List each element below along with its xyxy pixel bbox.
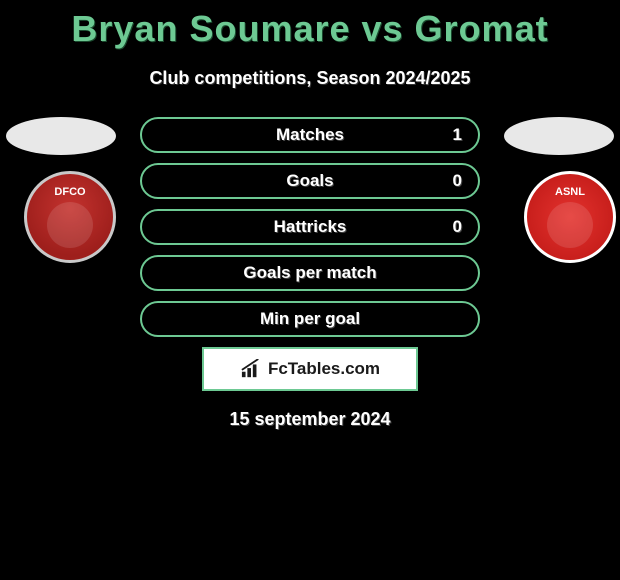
stat-value-right: 1 bbox=[453, 125, 462, 145]
player-avatar-right bbox=[504, 117, 614, 155]
club-emblem-left bbox=[47, 202, 93, 248]
stat-row-gpm: Goals per match bbox=[140, 255, 480, 291]
brand-box[interactable]: FcTables.com bbox=[202, 347, 418, 391]
stat-rows: Matches 1 Goals 0 Hattricks 0 Goals per … bbox=[140, 117, 480, 337]
brand-name: FcTables.com bbox=[268, 359, 380, 379]
stat-value-right: 0 bbox=[453, 217, 462, 237]
stat-row-mpg: Min per goal bbox=[140, 301, 480, 337]
stat-label: Matches bbox=[276, 125, 344, 145]
subtitle: Club competitions, Season 2024/2025 bbox=[0, 68, 620, 89]
stat-row-goals: Goals 0 bbox=[140, 163, 480, 199]
club-abbr-left: DFCO bbox=[54, 187, 85, 198]
club-badge-left: DFCO bbox=[24, 171, 116, 263]
club-badge-right: ASNL bbox=[524, 171, 616, 263]
chart-icon bbox=[240, 359, 262, 379]
page-title: Bryan Soumare vs Gromat bbox=[0, 0, 620, 50]
stat-label: Hattricks bbox=[274, 217, 347, 237]
club-abbr-right: ASNL bbox=[555, 187, 585, 198]
stat-value-right: 0 bbox=[453, 171, 462, 191]
stat-label: Goals per match bbox=[243, 263, 376, 283]
date-text: 15 september 2024 bbox=[0, 409, 620, 430]
stat-label: Goals bbox=[286, 171, 333, 191]
player-avatar-left bbox=[6, 117, 116, 155]
stat-row-hattricks: Hattricks 0 bbox=[140, 209, 480, 245]
stat-label: Min per goal bbox=[260, 309, 360, 329]
stat-row-matches: Matches 1 bbox=[140, 117, 480, 153]
club-emblem-right bbox=[547, 202, 593, 248]
stats-area: DFCO ASNL Matches 1 Goals 0 Hattricks 0 … bbox=[0, 117, 620, 430]
